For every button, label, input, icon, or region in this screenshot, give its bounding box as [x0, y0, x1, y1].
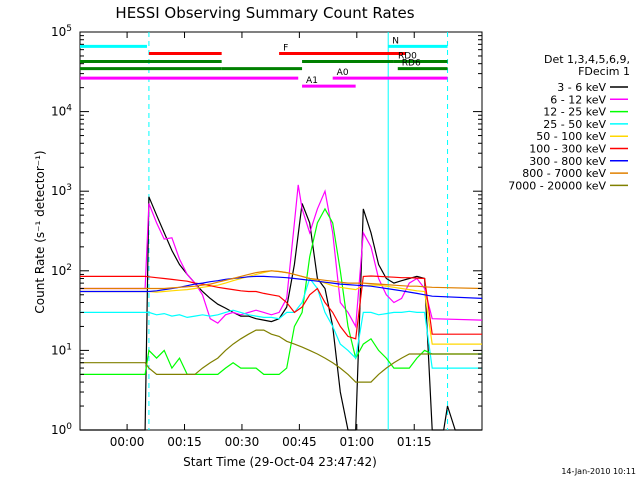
series-line-0	[80, 196, 482, 431]
y-tick-label-5: 105	[51, 24, 72, 39]
chart-title: HESSI Observing Summary Count Rates	[115, 4, 414, 22]
x-tick-label-3: 00:45	[282, 435, 317, 449]
y-tick-label-2: 102	[51, 263, 72, 278]
legend-header-1: FDecim 1	[578, 65, 630, 78]
series-line-6	[80, 275, 483, 299]
y-tick-label-3: 103	[51, 183, 72, 198]
series-line-3	[80, 277, 482, 369]
legend-label-8: 7000 - 20000 keV	[508, 179, 606, 192]
x-tick-label-0: 00:00	[110, 435, 145, 449]
legend-label-2: 12 - 25 keV	[543, 106, 606, 119]
series-line-8	[80, 329, 482, 383]
legend-label-4: 50 - 100 keV	[536, 130, 606, 143]
legend-header-0: Det 1,3,4,5,6,9,	[544, 53, 630, 66]
state-label-f: F	[283, 43, 288, 53]
legend-label-6: 300 - 800 keV	[529, 155, 606, 168]
plot-frame	[79, 31, 483, 431]
y-tick-label-1: 101	[51, 342, 72, 357]
y-tick-label-4: 104	[51, 104, 72, 119]
footer-timestamp: 14-Jan-2010 10:11	[561, 467, 636, 476]
x-axis-label: Start Time (29-Oct-04 23:47:42)	[183, 455, 377, 469]
x-axis-ticks: 00:00 00:15 00:30 00:45 01:00 01:15	[110, 32, 432, 449]
legend-label-7: 800 - 7000 keV	[522, 167, 606, 180]
x-tick-label-4: 01:00	[340, 435, 375, 449]
series-line-4	[80, 270, 482, 345]
state-label-a0: A0	[337, 68, 349, 78]
series-line-5	[80, 275, 482, 340]
x-tick-label-5: 01:15	[397, 435, 432, 449]
series-group	[80, 184, 483, 431]
legend-label-1: 6 - 12 keV	[550, 93, 606, 106]
series-line-7	[80, 270, 483, 290]
plot-area	[79, 31, 483, 431]
legend-label-3: 25 - 50 keV	[543, 118, 606, 131]
state-label-a1: A1	[306, 76, 318, 86]
y-axis-label: Count Rate (s⁻¹ detector⁻¹)	[33, 150, 47, 313]
series-line-1	[80, 184, 483, 329]
series-line-2	[80, 207, 482, 375]
x-tick-label-2: 00:30	[225, 435, 260, 449]
legend-label-5: 100 - 300 keV	[529, 143, 606, 156]
legend-label-0: 3 - 6 keV	[557, 81, 606, 94]
y-tick-label-0: 100	[51, 422, 72, 437]
state-label-n: N	[392, 36, 399, 46]
state-label-rd6: RD6	[402, 59, 421, 69]
y-axis-ticks: 100 101 102 103 104 105	[51, 24, 482, 437]
state-label-rd0: RD0	[398, 51, 417, 61]
x-tick-label-1: 00:15	[167, 435, 202, 449]
